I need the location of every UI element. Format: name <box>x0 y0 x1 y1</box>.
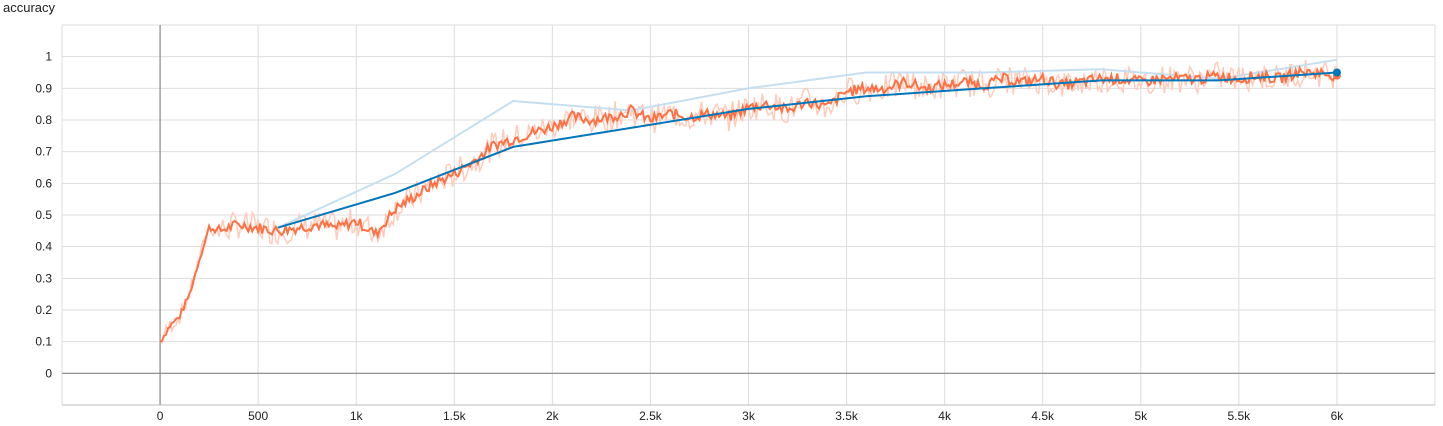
x-tick-label: 6k <box>1331 409 1345 423</box>
series-orange-line <box>159 64 1338 343</box>
y-tick-label: 0.6 <box>35 176 52 190</box>
chart-title: accuracy <box>3 0 56 15</box>
y-tick-label: 0.9 <box>35 81 52 95</box>
series-blue-line <box>277 71 1337 229</box>
y-tick-label: 0.3 <box>35 271 52 285</box>
y-tick-label: 1 <box>45 50 52 64</box>
y-tick-label: 0.1 <box>35 335 52 349</box>
tick-labels-layer: 0 500 1k 1.5k 2k 2.5k 3k 3.5k 4k 4.5k 5k 5.5k 6k 0 0.1… <box>35 50 1344 423</box>
x-tick-label: 5k <box>1134 409 1148 423</box>
y-tick-label: 0.8 <box>35 113 52 127</box>
series-layer <box>159 58 1341 345</box>
y-tick-label: 0 <box>45 366 52 380</box>
grid-layer <box>61 24 1436 406</box>
x-tick-label: 2.5k <box>639 409 663 423</box>
x-tick-label: 4.5k <box>1031 409 1055 423</box>
x-tick-label: 3k <box>742 409 756 423</box>
x-tick-label: 3.5k <box>835 409 859 423</box>
x-tick-label: 500 <box>248 409 268 423</box>
x-tick-label: 1.5k <box>443 409 467 423</box>
x-tick-label: 1k <box>350 409 364 423</box>
x-tick-label: 0 <box>157 409 164 423</box>
series-blue-end-marker <box>1332 68 1341 77</box>
x-tick-label: 2k <box>546 409 560 423</box>
x-tick-label: 5.5k <box>1228 409 1252 423</box>
y-tick-label: 0.7 <box>35 145 52 159</box>
x-tick-label: 4k <box>938 409 952 423</box>
series-blue-raw-line <box>277 58 1338 229</box>
y-tick-label: 0.4 <box>35 240 52 254</box>
y-tick-label: 0.5 <box>35 208 52 222</box>
y-tick-label: 0.2 <box>35 303 52 317</box>
